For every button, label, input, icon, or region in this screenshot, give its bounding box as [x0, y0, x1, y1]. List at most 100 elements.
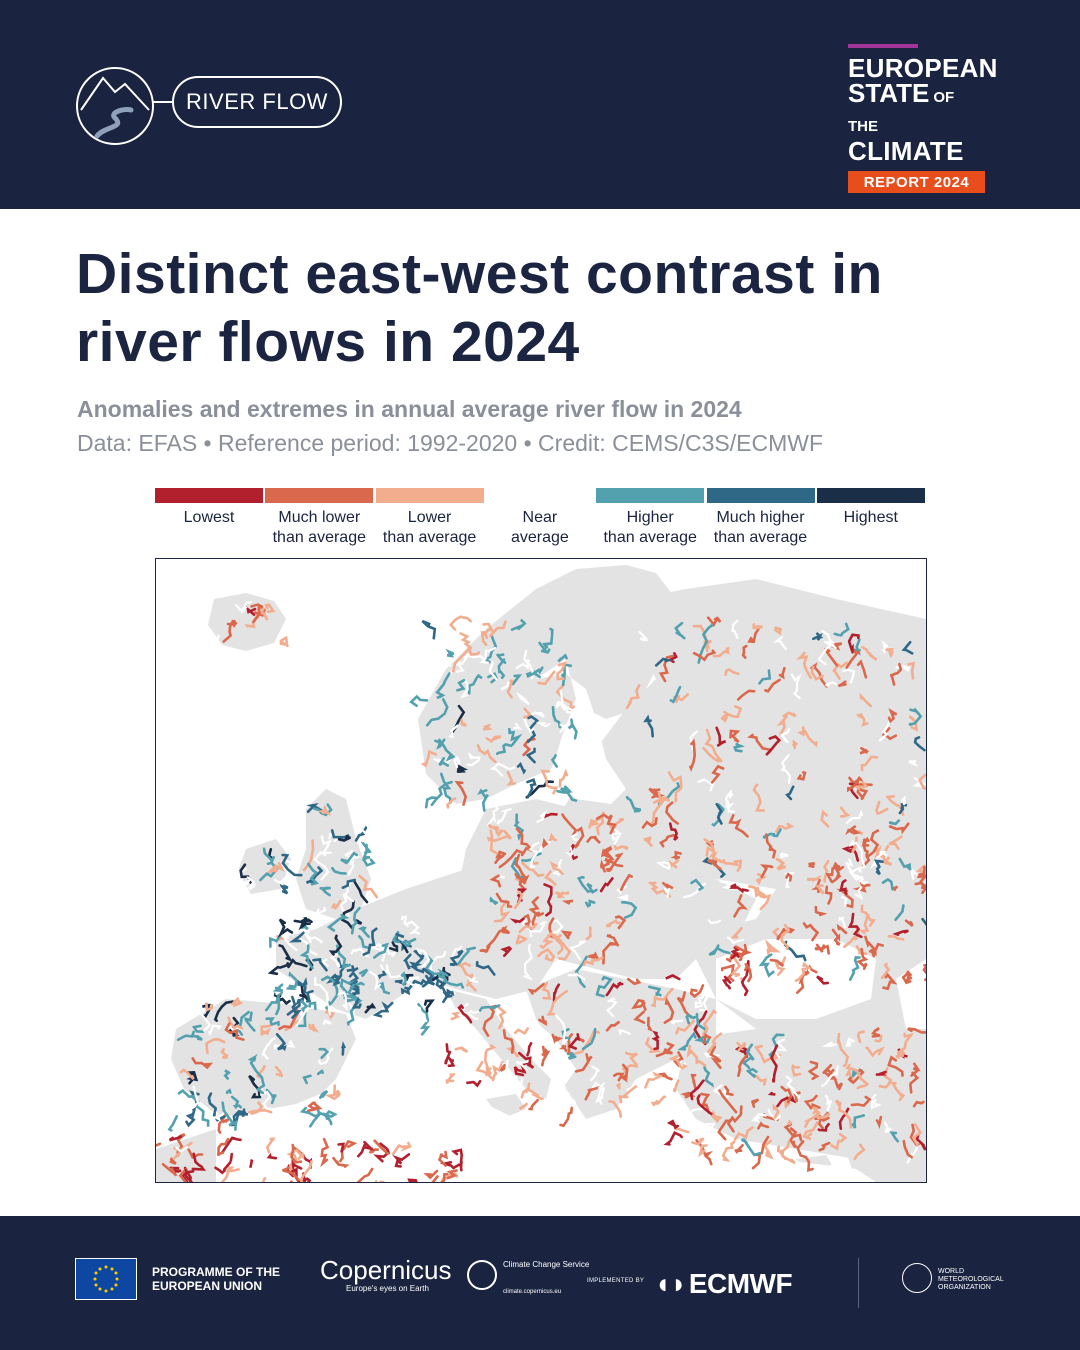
river-segment: [864, 935, 877, 957]
river-segment: [435, 981, 447, 990]
river-segment: [281, 935, 298, 952]
river-segment: [302, 1074, 312, 1085]
river-segment: [298, 918, 313, 931]
river-segment: [234, 1108, 249, 1124]
river-segment: [666, 1119, 679, 1130]
land-masses: [156, 565, 926, 1182]
river-segment: [755, 1074, 768, 1086]
river-segment: [350, 906, 361, 935]
river-segment: [758, 953, 775, 978]
river-segment: [605, 852, 624, 872]
river-segment: [489, 896, 498, 905]
river-segment: [859, 747, 870, 755]
river-segment: [665, 974, 681, 981]
river-segment: [764, 939, 781, 955]
river-segment: [364, 1002, 377, 1014]
river-segment: [231, 1160, 244, 1170]
river-segment: [516, 692, 530, 705]
river-segment: [186, 1085, 200, 1114]
river-segment: [332, 1084, 340, 1097]
river-segment: [856, 947, 869, 970]
river-segment: [304, 932, 324, 944]
river-segment: [495, 742, 513, 756]
river-segment: [707, 919, 722, 925]
river-segment: [752, 623, 763, 630]
river-segment: [910, 869, 918, 880]
river-segment: [851, 1068, 863, 1080]
river-segment: [914, 881, 926, 895]
river-segment: [394, 979, 403, 984]
river-segment: [227, 1016, 244, 1030]
river-segment: [350, 947, 371, 958]
river-segment: [712, 1084, 730, 1098]
map-subtitle: Anomalies and extremes in annual average…: [77, 396, 742, 422]
river-segment: [546, 1000, 555, 1016]
river-segment: [346, 965, 359, 973]
river-segment: [176, 1132, 186, 1157]
river-segment: [451, 1148, 464, 1172]
river-segment: [526, 715, 540, 743]
river-segment: [339, 978, 356, 994]
river-segment: [605, 981, 624, 997]
river-segment: [848, 776, 869, 800]
river-segment: [854, 886, 863, 900]
river-segment: [273, 992, 291, 1006]
river-segment: [497, 1005, 507, 1030]
river-segment: [559, 703, 573, 711]
river-segment: [870, 1093, 882, 1110]
river-segment: [523, 913, 533, 930]
river-segment: [491, 1060, 504, 1082]
river-segment: [400, 938, 417, 948]
river-segment: [677, 1031, 697, 1051]
river-segment: [874, 1034, 883, 1043]
river-segment: [317, 805, 332, 816]
river-segment: [343, 994, 362, 1003]
river-segment: [586, 835, 601, 845]
river-segment: [770, 1044, 779, 1083]
river-segment: [595, 975, 613, 998]
river-segment: [222, 620, 236, 643]
river-segment: [354, 825, 369, 843]
river-segment: [549, 860, 564, 876]
river-segment: [851, 1114, 866, 1129]
river-segment: [530, 711, 545, 718]
river-segment: [721, 975, 732, 990]
river-segment: [496, 808, 512, 825]
river-segment: [403, 953, 412, 970]
river-segment: [741, 644, 748, 659]
river-segment: [314, 976, 330, 1001]
river-segment: [288, 1167, 301, 1182]
river-segment: [836, 923, 848, 935]
river-segment: [275, 1033, 287, 1052]
river-segment: [908, 707, 923, 727]
river-segment: [421, 974, 436, 988]
river-segment: [796, 1140, 814, 1172]
river-segment: [898, 857, 912, 873]
river-segment: [208, 1024, 223, 1037]
legend-label: Lower than average: [382, 509, 477, 546]
river-segment: [584, 899, 596, 908]
river-segment: [326, 913, 350, 932]
river-segment: [523, 718, 535, 733]
river-segment: [400, 987, 411, 996]
river-segment: [817, 1123, 830, 1132]
river-segment: [523, 943, 534, 981]
river-segment: [780, 923, 791, 950]
river-segment: [527, 982, 545, 995]
river-segment: [332, 1156, 350, 1168]
river-segment: [389, 941, 399, 953]
river-segment: [689, 730, 698, 751]
river-segment: [790, 673, 802, 700]
river-segment: [357, 801, 364, 817]
river-segment: [720, 963, 735, 982]
river-segment: [778, 1140, 791, 1161]
river-segment: [776, 715, 788, 736]
river-segment: [513, 813, 525, 842]
river-segment: [690, 1073, 697, 1091]
river-segment: [551, 1033, 564, 1044]
river-segment: [465, 653, 486, 661]
river-segment: [658, 654, 675, 683]
river-segment: [789, 1127, 799, 1148]
river-segment: [445, 1073, 456, 1084]
river-segment: [405, 975, 422, 989]
